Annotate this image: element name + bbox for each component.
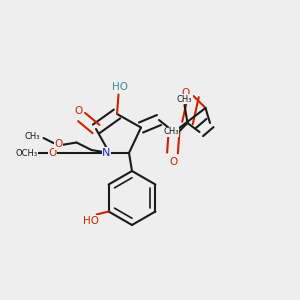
Text: OCH₃: OCH₃: [16, 148, 38, 158]
Text: N: N: [102, 148, 111, 158]
Text: O: O: [74, 106, 83, 116]
Text: O: O: [54, 139, 63, 149]
Text: CH₃: CH₃: [19, 148, 35, 158]
Text: O: O: [182, 88, 190, 98]
Text: HO: HO: [83, 215, 99, 226]
Text: CH₃: CH₃: [24, 132, 40, 141]
Text: HO: HO: [112, 82, 128, 92]
Text: O: O: [170, 157, 178, 167]
Text: CH₃: CH₃: [163, 128, 179, 136]
Text: O: O: [48, 148, 57, 158]
Text: CH₃: CH₃: [177, 94, 192, 103]
